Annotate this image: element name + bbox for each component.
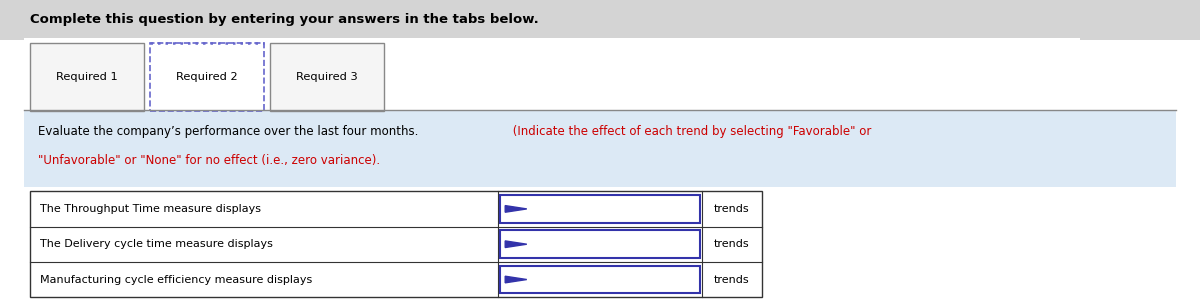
Text: Required 1: Required 1 bbox=[56, 72, 118, 82]
Text: trends: trends bbox=[714, 239, 750, 249]
Text: Required 2: Required 2 bbox=[176, 72, 238, 82]
Polygon shape bbox=[505, 241, 527, 247]
Bar bbox=[24, 38, 1080, 117]
Bar bbox=[500, 195, 700, 223]
Polygon shape bbox=[505, 276, 527, 283]
Text: Complete this question by entering your answers in the tabs below.: Complete this question by entering your … bbox=[30, 14, 539, 26]
Polygon shape bbox=[505, 206, 527, 212]
Bar bbox=[270, 43, 384, 111]
Text: Evaluate the company’s performance over the last four months.: Evaluate the company’s performance over … bbox=[38, 125, 419, 138]
Text: "Unfavorable" or "None" for no effect (i.e., zero variance).: "Unfavorable" or "None" for no effect (i… bbox=[38, 154, 380, 167]
Text: Required 3: Required 3 bbox=[296, 72, 358, 82]
Bar bbox=[30, 43, 144, 111]
Text: trends: trends bbox=[714, 204, 750, 214]
Text: The Throughput Time measure displays: The Throughput Time measure displays bbox=[40, 204, 260, 214]
Bar bbox=[150, 43, 264, 111]
Text: Manufacturing cycle efficiency measure displays: Manufacturing cycle efficiency measure d… bbox=[40, 274, 312, 285]
Bar bbox=[30, 191, 762, 297]
Text: (Indicate the effect of each trend by selecting "Favorable" or: (Indicate the effect of each trend by se… bbox=[509, 125, 871, 138]
Bar bbox=[24, 110, 1176, 187]
Bar bbox=[500, 266, 700, 293]
Text: The Delivery cycle time measure displays: The Delivery cycle time measure displays bbox=[40, 239, 272, 249]
Bar bbox=[500, 230, 700, 258]
Text: trends: trends bbox=[714, 274, 750, 285]
Bar bbox=[0, 0, 1200, 40]
